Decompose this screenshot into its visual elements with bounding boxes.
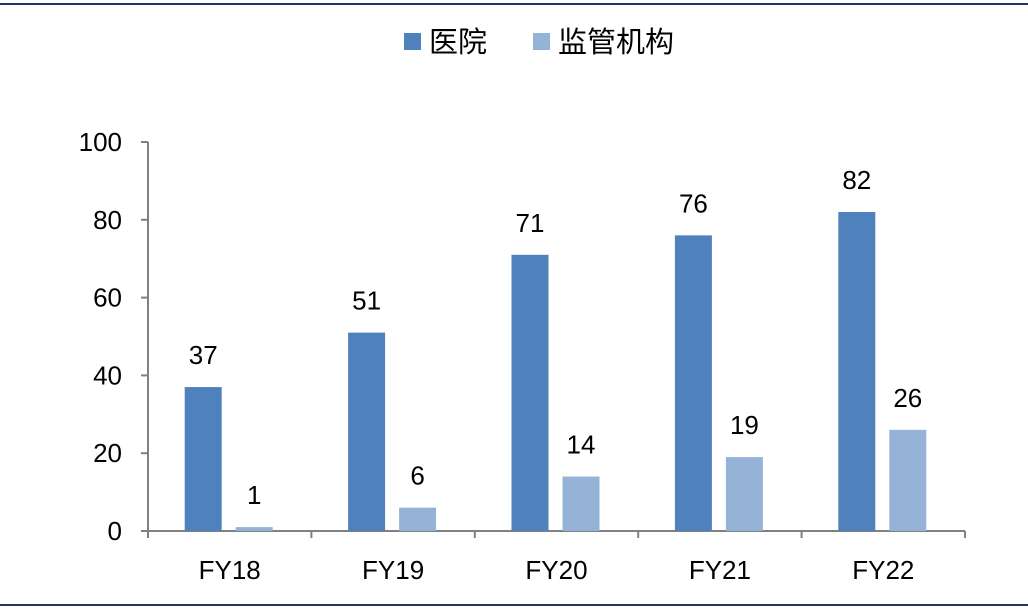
legend-swatch-2 [533, 33, 550, 50]
x-tick-label: FY18 [199, 555, 261, 585]
data-label: 14 [567, 430, 596, 460]
data-label: 1 [247, 480, 261, 510]
data-label: 6 [410, 461, 424, 491]
data-label: 82 [842, 165, 871, 195]
legend-label-1: 医院 [429, 26, 487, 59]
legend-swatch-1 [404, 33, 421, 50]
bar-regulator-fy18 [235, 527, 273, 531]
data-label: 51 [352, 286, 381, 316]
bar-regulator-fy21 [725, 457, 763, 531]
y-tick-label: 60 [93, 283, 122, 313]
x-tick-label: FY19 [362, 555, 424, 585]
bar-hospital-fy22 [838, 212, 876, 531]
y-tick-label: 0 [108, 516, 122, 546]
y-tick-label: 80 [93, 205, 122, 235]
data-label: 19 [730, 410, 759, 440]
y-tick-label: 100 [79, 127, 122, 157]
y-tick-label: 20 [93, 438, 122, 468]
data-label: 37 [189, 340, 218, 370]
legend-label-2: 监管机构 [558, 26, 674, 59]
bar-hospital-fy19 [348, 332, 386, 531]
bar-regulator-fy20 [562, 476, 600, 531]
data-label: 26 [893, 383, 922, 413]
bar-regulator-fy22 [889, 429, 927, 531]
data-label: 76 [679, 188, 708, 218]
bottom-border-line [0, 604, 1028, 606]
x-tick-label: FY21 [689, 555, 751, 585]
x-tick-label: FY20 [525, 555, 587, 585]
y-tick-label: 40 [93, 360, 122, 390]
top-border-line [0, 3, 1028, 5]
x-tick-label: FY22 [852, 555, 914, 585]
bar-hospital-fy18 [184, 387, 222, 531]
bar-hospital-fy21 [674, 235, 712, 532]
bar-hospital-fy20 [511, 254, 549, 531]
data-label: 71 [516, 208, 545, 238]
bar-regulator-fy19 [399, 507, 437, 531]
